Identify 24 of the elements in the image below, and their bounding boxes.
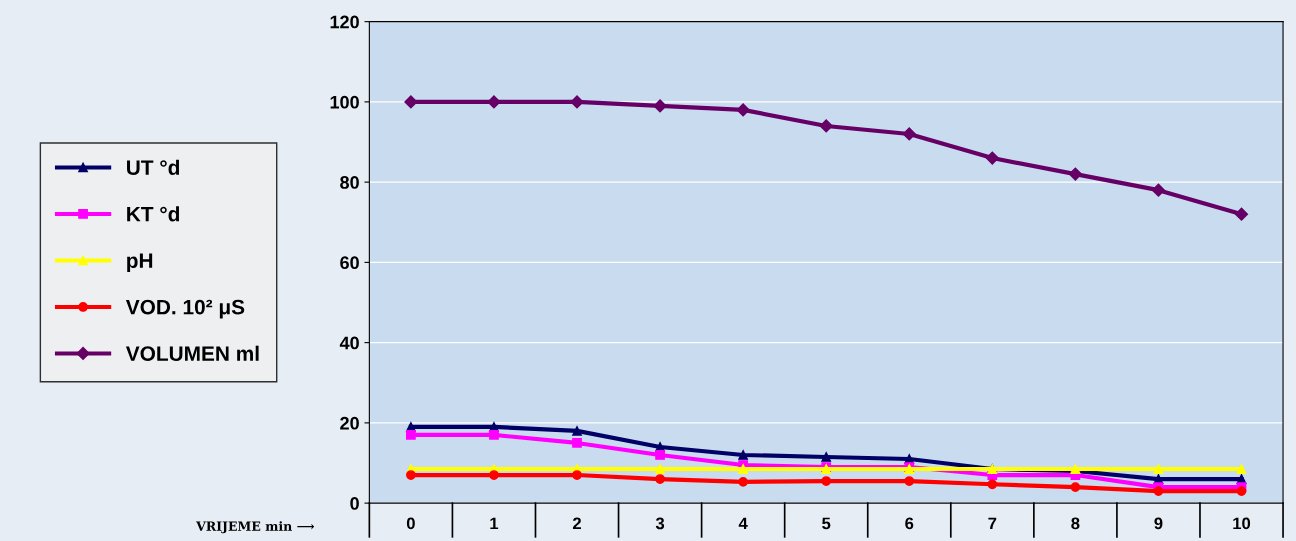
- y-tick-label: 120: [330, 15, 359, 29]
- y-tick-label: 60: [340, 256, 359, 270]
- y-tick-label: 0: [350, 497, 359, 510]
- y-tick-label: 80: [340, 176, 359, 189]
- x-tick-label: 8: [1071, 517, 1080, 530]
- y-tick-label: 40: [339, 336, 359, 350]
- x-tick-label: 2: [572, 517, 581, 530]
- x-tick-label: 9: [1154, 517, 1163, 530]
- legend-label: KT °d: [127, 206, 180, 222]
- y-tick-label: 100: [330, 95, 359, 109]
- legend-label: VOLUMEN ml: [125, 345, 259, 361]
- legend-label: UT °d: [127, 159, 180, 175]
- y-tick-label: 20: [340, 416, 359, 430]
- x-tick-label: 10: [1233, 517, 1251, 530]
- legend-label: pH: [127, 253, 153, 273]
- x-tick-label: 5: [822, 517, 831, 530]
- x-tick-label: 7: [988, 517, 997, 530]
- x-tick-label: 6: [905, 517, 914, 530]
- x-axis-title: VRIJEME min ⟶: [196, 521, 315, 534]
- x-tick-label: 1: [490, 517, 499, 530]
- legend-label: VOD. 10² μS: [125, 299, 245, 319]
- x-tick-label: 0: [406, 517, 415, 530]
- x-tick-label: 3: [655, 517, 665, 530]
- x-tick-label: 4: [738, 517, 748, 530]
